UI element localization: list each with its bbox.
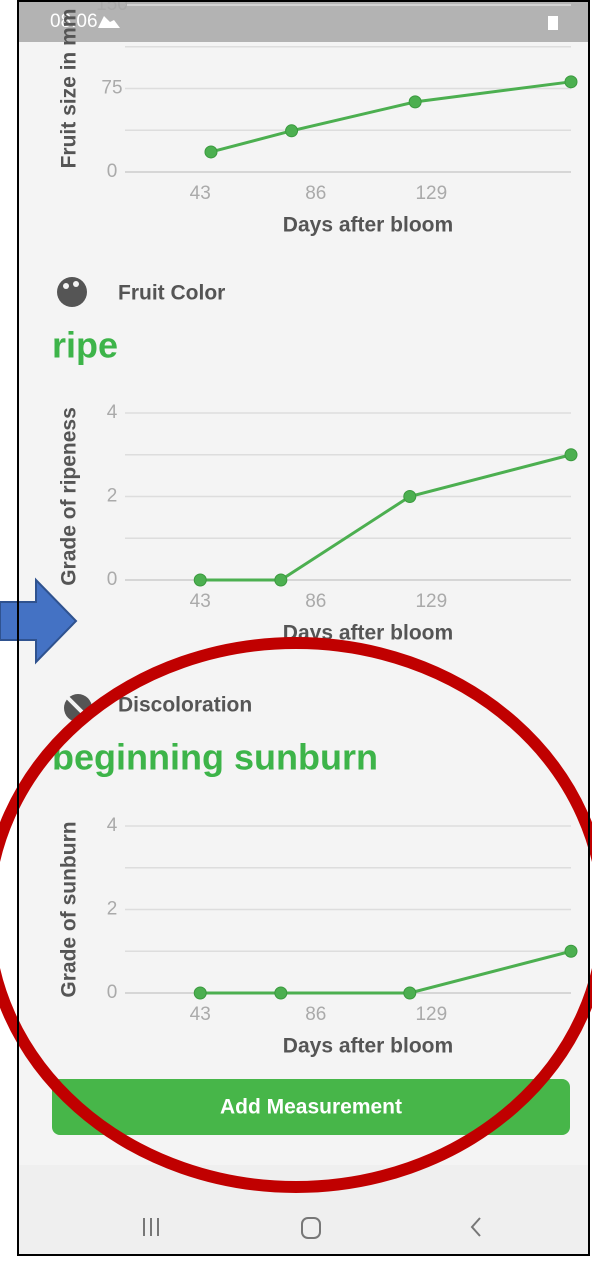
x-tick-label: 129 <box>415 183 447 204</box>
y-tick-label: 2 <box>107 486 118 507</box>
data-line <box>200 453 572 582</box>
x-tick-label: 86 <box>305 183 326 204</box>
y-tick-label: 0 <box>107 161 118 182</box>
x-axis-title: Days after bloom <box>283 214 453 237</box>
annotation-arrow <box>0 577 78 665</box>
status-time: 08:06 <box>50 11 98 32</box>
x-tick-label: 43 <box>190 591 211 612</box>
nav-home[interactable] <box>301 1217 321 1239</box>
nav-back[interactable] <box>470 1217 481 1237</box>
data-point <box>193 573 207 587</box>
y-axis-title: Grade of ripeness <box>58 407 81 586</box>
section-title: Discoloration <box>118 694 252 717</box>
data-point <box>564 944 578 958</box>
phone-frame <box>17 0 590 1256</box>
sunburn-icon-slash <box>60 690 98 728</box>
fruit-color-section: Fruit Color ripe <box>52 277 225 366</box>
nav-recent[interactable] <box>143 1218 159 1236</box>
data-point <box>193 986 207 1000</box>
section-value: beginning sunburn <box>52 737 378 778</box>
section-value: ripe <box>52 325 118 366</box>
data-point <box>274 986 288 1000</box>
nav-bar <box>18 1165 590 1256</box>
x-tick-label: 86 <box>305 1004 326 1025</box>
palette-dot <box>63 283 69 289</box>
y-tick-label: 0 <box>107 569 118 590</box>
y-tick-label: 75 <box>101 78 122 99</box>
charts: 0 75 150 43 86 129 Days after bloom Fruit size … <box>58 0 578 1058</box>
data-point <box>274 573 288 587</box>
highlight-ellipse <box>0 637 592 1193</box>
add-measurement-button[interactable] <box>52 1079 570 1135</box>
y-tick-label: 4 <box>107 815 118 836</box>
x-tick-label: 129 <box>415 591 447 612</box>
battery-icon <box>548 16 558 30</box>
palette-icon <box>57 277 87 307</box>
x-tick-label: 86 <box>305 591 326 612</box>
data-line <box>200 949 572 995</box>
x-tick-label: 43 <box>190 1004 211 1025</box>
section-title: Fruit Color <box>118 282 225 305</box>
data-point <box>408 95 422 109</box>
nav-icons <box>143 1217 481 1239</box>
y-axis-title: Fruit size in mm <box>58 9 81 169</box>
y-tick-label: 2 <box>107 899 118 920</box>
palette-dot <box>73 281 79 287</box>
data-point <box>564 448 578 462</box>
x-tick-label: 43 <box>190 183 211 204</box>
y-tick-label: 4 <box>107 402 118 423</box>
data-point <box>403 986 417 1000</box>
y-tick-label: 0 <box>107 982 118 1003</box>
data-line <box>210 80 572 154</box>
y-tick-label: 150 <box>96 0 128 15</box>
data-point <box>285 124 299 138</box>
discoloration-section: Discoloration beginning sunburn <box>52 690 378 778</box>
y-axis-title: Grade of sunburn <box>58 821 81 997</box>
data-point <box>403 490 417 503</box>
data-point <box>204 145 218 159</box>
x-axis-title: Days after bloom <box>283 1035 453 1058</box>
x-tick-label: 129 <box>415 1004 447 1025</box>
status-icon <box>98 16 120 28</box>
data-point <box>564 75 578 89</box>
button-label[interactable]: Add Measurement <box>220 1096 402 1119</box>
app-background <box>18 0 590 1256</box>
